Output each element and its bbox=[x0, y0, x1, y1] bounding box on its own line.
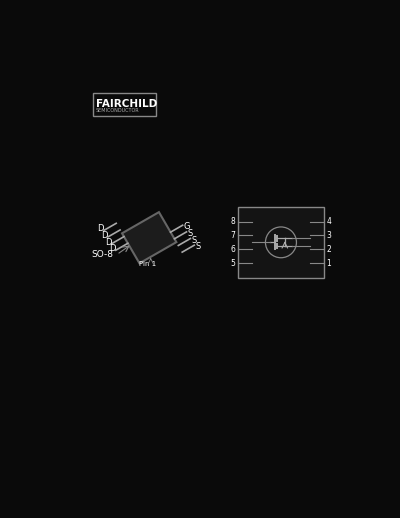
Text: 1: 1 bbox=[327, 258, 332, 268]
Bar bbox=[238, 207, 324, 278]
Bar bbox=[93, 93, 156, 116]
Text: S: S bbox=[196, 242, 201, 251]
Text: 2: 2 bbox=[327, 245, 332, 254]
Text: 4: 4 bbox=[327, 217, 332, 226]
Text: S: S bbox=[192, 236, 197, 244]
Text: 7: 7 bbox=[230, 231, 235, 240]
Text: FAIRCHILD: FAIRCHILD bbox=[96, 99, 157, 109]
Text: S: S bbox=[188, 229, 193, 238]
Text: 6: 6 bbox=[230, 245, 235, 254]
Text: D: D bbox=[101, 231, 107, 240]
Text: D: D bbox=[105, 238, 111, 247]
Text: Pin 1: Pin 1 bbox=[139, 261, 156, 267]
Text: SEMICONDUCTOR: SEMICONDUCTOR bbox=[96, 108, 139, 113]
Text: 8: 8 bbox=[230, 217, 235, 226]
Polygon shape bbox=[122, 212, 176, 263]
Text: D: D bbox=[97, 224, 104, 233]
Text: G: G bbox=[183, 222, 190, 231]
Text: 5: 5 bbox=[230, 258, 235, 268]
Text: D: D bbox=[109, 244, 115, 253]
Text: 3: 3 bbox=[327, 231, 332, 240]
Text: SO-8: SO-8 bbox=[92, 250, 114, 259]
